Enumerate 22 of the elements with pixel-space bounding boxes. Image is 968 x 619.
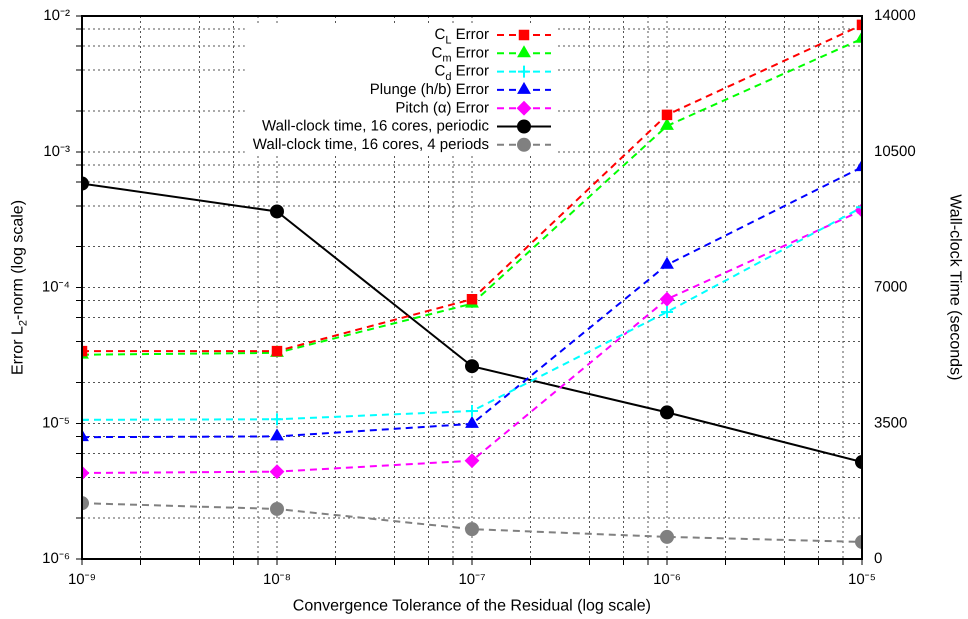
y2-tick-label: 3500: [874, 414, 908, 432]
y-tick-label: 10⁻⁶: [42, 550, 70, 568]
x-tick-label: 10⁻⁸: [262, 571, 292, 588]
y-tick-label: 10⁻²: [43, 7, 70, 24]
y-tick-label: 10⁻⁵: [42, 414, 70, 432]
y2-tick-label: 7000: [874, 278, 908, 296]
y2-tick-label: 14000: [874, 7, 916, 24]
y2-axis-title: Wall-clock Time (seconds): [946, 194, 964, 380]
legend-label: Wall-clock time, 16 cores, periodic: [262, 118, 490, 135]
legend-label: Pitch (α) Error: [395, 99, 490, 116]
legend-label: Wall-clock time, 16 cores, 4 periods: [252, 136, 490, 153]
x-tick-label: 10⁻⁹: [68, 571, 96, 588]
y2-tick-label: 10500: [874, 142, 916, 160]
y-axis-title: Error L2-norm (log scale): [9, 200, 30, 376]
x-tick-label: 10⁻⁷: [458, 571, 486, 588]
y-tick-label: 10⁻³: [43, 142, 70, 160]
y-tick-label: 10⁻⁴: [42, 278, 70, 296]
x-axis-title: Convergence Tolerance of the Residual (log scale): [292, 597, 651, 614]
x-tick-label: 10⁻⁵: [848, 571, 876, 588]
x-tick-label: 10⁻⁶: [653, 571, 681, 588]
y2-tick-label: 0: [874, 550, 882, 568]
legend-label: Plunge (h/b) Error: [370, 81, 490, 98]
